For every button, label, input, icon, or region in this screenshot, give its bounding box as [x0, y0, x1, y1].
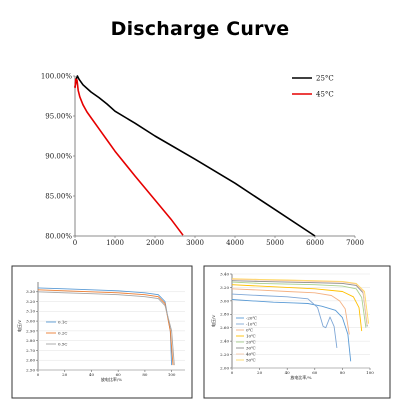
y-tick-label: 95.00%: [45, 112, 72, 120]
main-plot-area: 80.00% 85.00% 90.00% 95.00% 100.00% 0 1000 2000…: [41, 72, 364, 247]
y-tick-label: 2.80: [220, 312, 229, 317]
discharge-rate-chart: 2.50 2.60 2.70 2.80 2.90 3.00 3.10 3.20 3.30 0 20 4…: [11, 265, 193, 399]
y-tick-label: 3.40: [220, 271, 229, 276]
x-tick-label: 60: [116, 372, 122, 377]
legend-label: 0℃: [246, 327, 254, 332]
x-tick-label: 20: [257, 370, 263, 375]
series-line-20℃: [231, 281, 367, 328]
y-tick-label: 2.60: [26, 358, 35, 363]
main-legend: 25°C 45°C: [292, 75, 334, 99]
discharge-temperature-chart: 2.00 2.20 2.40 2.60 2.80 3.00 3.20 3.40 0 20 40 60 8…: [203, 265, 391, 399]
series-line-25°C: [74, 75, 316, 237]
series-line-0.2C: [37, 289, 174, 366]
y-axis-label: 电压/V: [210, 315, 216, 327]
legend-label: 20℃: [246, 339, 256, 344]
x-tick-label: 5000: [266, 239, 284, 247]
legend-label: 50℃: [246, 357, 256, 362]
y-tick-label: 80.00%: [45, 232, 72, 240]
y-tick-label: 2.90: [26, 328, 35, 333]
y-tick-label: 3.00: [26, 319, 35, 324]
x-tick-label: 20: [62, 372, 68, 377]
series-line--10℃: [231, 293, 338, 348]
series-line-45°C: [74, 78, 184, 236]
page-title: Discharge Curve: [110, 18, 290, 40]
x-tick-label: 40: [285, 370, 291, 375]
x-tick-label: 40: [89, 372, 95, 377]
x-tick-label: 0: [37, 372, 40, 377]
series-line-10℃: [231, 284, 363, 332]
x-axis-label: 放电比率/%: [101, 376, 122, 382]
x-tick-label: 4000: [226, 239, 244, 247]
series-line-30℃: [231, 280, 368, 327]
x-tick-label: 1000: [106, 239, 124, 247]
y-tick-label: 2.80: [26, 338, 35, 343]
y-tick-label: 3.20: [26, 299, 35, 304]
inset-left-plot-area: 2.50 2.60 2.70 2.80 2.90 3.00 3.10 3.20 3.30 0 20 4…: [16, 282, 185, 382]
y-tick-label: 3.00: [220, 298, 229, 303]
y-tick-label: 2.40: [220, 339, 229, 344]
y-tick-label: 2.50: [26, 367, 35, 372]
x-tick-label: 0: [73, 239, 77, 247]
y-tick-label: 2.00: [220, 365, 229, 370]
x-tick-label: 60: [312, 370, 318, 375]
legend-label: 0.2C: [58, 331, 67, 336]
x-tick-label: 2000: [146, 239, 164, 247]
x-tick-label: 100: [366, 370, 374, 375]
legend-label: -20℃: [246, 315, 257, 320]
x-tick-label: 0: [231, 370, 234, 375]
series-line-0.5C: [37, 291, 175, 366]
x-tick-label: 80: [142, 372, 148, 377]
y-axis-label: 电压/V: [16, 320, 22, 332]
x-tick-label: 7000: [346, 239, 364, 247]
y-tick-label: 2.60: [220, 325, 229, 330]
y-tick-label: 100.00%: [41, 72, 72, 80]
y-tick-label: 2.20: [220, 352, 229, 357]
x-tick-label: 100: [168, 372, 176, 377]
discharge-chart-main: 80.00% 85.00% 90.00% 95.00% 100.00% 0 1000 2000…: [41, 72, 364, 247]
legend-label: 25°C: [316, 75, 334, 83]
legend-label: -10℃: [246, 321, 257, 326]
y-tick-label: 3.10: [26, 309, 35, 314]
legend-label: 30℃: [246, 345, 256, 350]
y-tick-label: 85.00%: [45, 192, 72, 200]
y-tick-label: 2.70: [26, 348, 35, 353]
x-tick-label: 80: [340, 370, 346, 375]
inset-right-plot-area: 2.00 2.20 2.40 2.60 2.80 3.00 3.20 3.40 0 20 40 60 8…: [210, 271, 374, 380]
x-tick-label: 6000: [306, 239, 324, 247]
legend-label: 45°C: [316, 91, 334, 99]
legend-label: 40℃: [246, 351, 256, 356]
series-line-50℃: [231, 278, 370, 324]
series-line-0℃: [231, 288, 350, 335]
y-tick-label: 90.00%: [45, 152, 72, 160]
series-line-40℃: [231, 278, 368, 326]
y-tick-label: 3.30: [26, 289, 35, 294]
legend-label: 10℃: [246, 333, 256, 338]
x-tick-label: 3000: [186, 239, 204, 247]
legend-label: 0.5C: [58, 342, 67, 347]
y-tick-label: 3.20: [220, 285, 229, 290]
x-axis-label: 放电比率/%: [290, 374, 311, 380]
legend-label: 0.1C: [58, 320, 67, 325]
